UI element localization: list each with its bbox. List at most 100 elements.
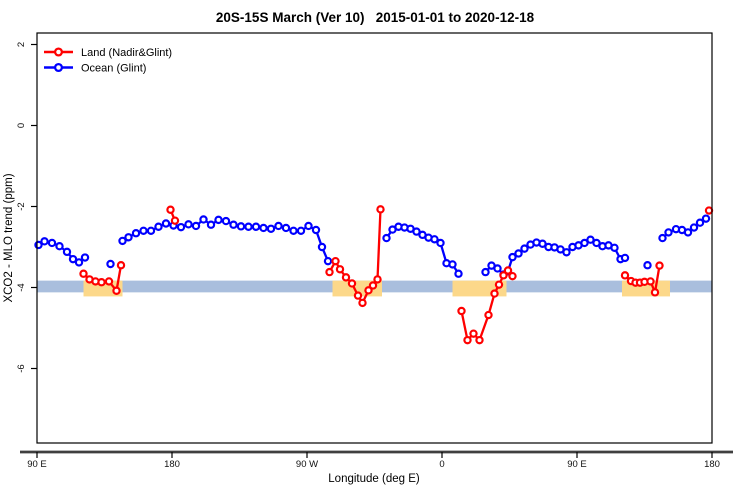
legend-item-ocean: Ocean (Glint) [44,63,146,75]
y-tick-label: -6 [16,364,27,372]
data-point [469,329,478,338]
data-point [490,289,499,298]
data-point [80,253,90,262]
data-point [47,238,57,248]
data-point [454,269,463,278]
data-point [494,280,504,289]
data-point [508,252,517,262]
x-axis: 90 E 180 90 W 0 90 E 180 [27,452,720,470]
data-point [154,222,163,231]
data-point [281,223,291,233]
data-point [562,248,571,257]
data-point [484,310,493,320]
data-point [251,222,261,231]
legend-marker-icon [53,47,64,57]
legend-item-land: Land (Nadir&Glint) [44,47,172,59]
data-point [358,298,367,308]
data-point [592,238,601,248]
data-point [323,256,333,266]
data-point [304,221,313,231]
data-point [124,233,133,242]
data-point [199,215,208,224]
data-point [457,306,466,316]
data-point [296,226,306,235]
x-tick-label: 90 E [567,459,587,470]
data-series [34,205,714,345]
data-point [139,226,148,235]
data-point [131,229,141,238]
x-tick-label: 180 [704,459,720,470]
data-point [341,273,351,282]
data-point [448,260,457,269]
data-point [514,249,523,258]
series-ocean [34,214,711,279]
data-point [463,335,472,345]
data-point [436,238,445,248]
data-point [650,288,660,297]
data-point [347,279,357,288]
data-point [266,224,276,233]
data-point [97,278,106,287]
y-tick-label: 0 [16,123,27,128]
data-point [170,216,180,225]
x-tick-label: 90 E [27,459,47,470]
x-tick-label: 90 W [296,459,318,470]
data-point [191,221,201,231]
y-tick-label: 2 [16,42,27,47]
data-point [701,214,711,223]
plot-border [36,32,713,444]
data-point [508,271,517,281]
data-point [206,220,216,229]
data-point [520,244,529,253]
data-point [376,205,385,214]
data-point [704,206,714,215]
data-point [353,291,363,300]
data-point [236,222,246,231]
data-point [695,218,705,227]
y-axis: 2 0 -2 -4 -6 [16,42,37,373]
data-point [655,261,664,270]
series-line [121,218,330,262]
legend-label: Ocean (Glint) [81,63,146,75]
data-point [646,277,655,286]
data-point [499,271,508,280]
data-point [118,236,127,246]
data-point [364,286,373,295]
data-point [503,266,513,275]
data-point [538,239,547,248]
x-tick-label: 0 [439,459,444,470]
data-point [620,253,630,263]
data-point [658,233,667,243]
data-point [112,286,121,295]
x-axis-label: Longitude (deg E) [328,473,420,485]
data-point [229,220,238,229]
legend: Land (Nadir&Glint) Ocean (Glint) [44,47,172,75]
data-point [689,223,699,232]
data-point [683,228,693,237]
data-point [259,223,268,233]
data-point [214,215,223,225]
legend-label: Land (Nadir&Glint) [81,47,172,59]
series-land [79,205,714,345]
data-point [106,259,115,269]
data-point [55,241,64,251]
data-point [412,227,421,236]
x-tick-label: 180 [164,459,180,470]
data-point [161,219,171,228]
data-point [289,226,298,235]
data-point [373,275,382,284]
data-point [475,335,484,345]
data-point [104,277,114,286]
data-point [368,281,378,290]
data-point [643,261,652,270]
data-point [430,235,439,244]
data-point [68,254,78,264]
data-point [311,225,321,235]
chart-title: 20S-15S March (Ver 10) 2015-01-01 to 202… [216,10,535,25]
y-tick-label: -2 [16,202,27,210]
data-point [586,235,595,244]
data-point [116,261,126,270]
data-point [221,216,231,226]
